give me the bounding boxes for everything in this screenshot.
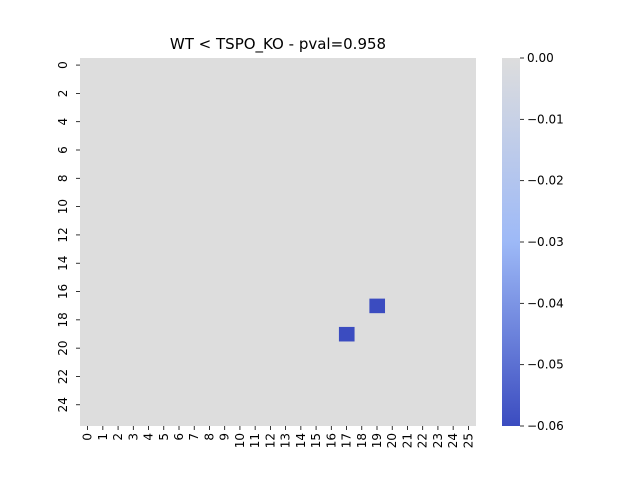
colorbar-tick-label: −0.03 [527,235,564,249]
x-tick-label: 10 [233,433,247,448]
colorbar-tick-label: −0.02 [527,174,564,188]
x-tick-label: 12 [263,433,277,448]
x-tick-label: 25 [461,433,475,448]
x-tick-label: 16 [324,433,338,448]
heatmap-cell [369,298,386,314]
x-tick-label: 2 [111,433,125,441]
y-tick-label: 8 [56,174,70,182]
x-tick-label: 22 [416,433,430,448]
chart-title: WT < TSPO_KO - pval=0.958 [170,35,386,54]
x-tick-label: 11 [248,433,262,448]
colorbar-tick-label: −0.06 [527,419,564,433]
x-tick-label: 18 [355,433,369,448]
x-tick-label: 24 [446,433,460,448]
y-tick-label: 20 [56,341,70,356]
x-tick-label: 14 [294,433,308,448]
y-tick-label: 16 [56,284,70,299]
x-tick-label: 21 [400,433,414,448]
x-tick-label: 9 [218,433,232,441]
x-tick-label: 20 [385,433,399,448]
colorbar-tick-label: 0.00 [527,51,554,65]
colorbar-tick-label: −0.01 [527,112,564,126]
x-tick-label: 7 [187,433,201,441]
heatmap-plot-area [80,58,476,426]
x-tick-label: 8 [202,433,216,441]
y-tick-label: 6 [56,146,70,154]
y-tick-label: 24 [56,397,70,412]
y-tick-label: 12 [56,227,70,242]
x-tick-label: 1 [96,433,110,441]
colorbar-gradient [502,58,520,426]
x-tick-label: 17 [340,433,354,448]
y-tick-label: 4 [56,118,70,126]
y-tick-label: 18 [56,312,70,327]
heatmap-cell [338,326,355,342]
colorbar-tick-label: −0.04 [527,296,564,310]
y-tick-label: 10 [56,199,70,214]
y-tick-label: 22 [56,369,70,384]
x-tick-label: 15 [309,433,323,448]
x-tick-label: 4 [142,433,156,441]
x-axis: 0 1 2 3 4 5 6 7 8 9 10 11 12 13 14 15 16 17 18 19 20 21 22 23 24… [81,426,475,448]
x-tick-label: 19 [370,433,384,448]
colorbar: 0.00 −0.01 −0.02 −0.03 −0.04 −0.05 −0.06 [502,51,564,433]
x-tick-label: 0 [81,433,95,441]
y-tick-label: 2 [56,90,70,98]
x-tick-label: 5 [157,433,171,441]
y-tick-label: 14 [56,256,70,271]
x-tick-label: 23 [431,433,445,448]
x-tick-label: 3 [126,433,140,441]
x-tick-label: 13 [279,433,293,448]
colorbar-tick-label: −0.05 [527,358,564,372]
heatmap-background [80,58,476,426]
y-tick-label: 0 [56,61,70,69]
x-tick-label: 6 [172,433,186,441]
